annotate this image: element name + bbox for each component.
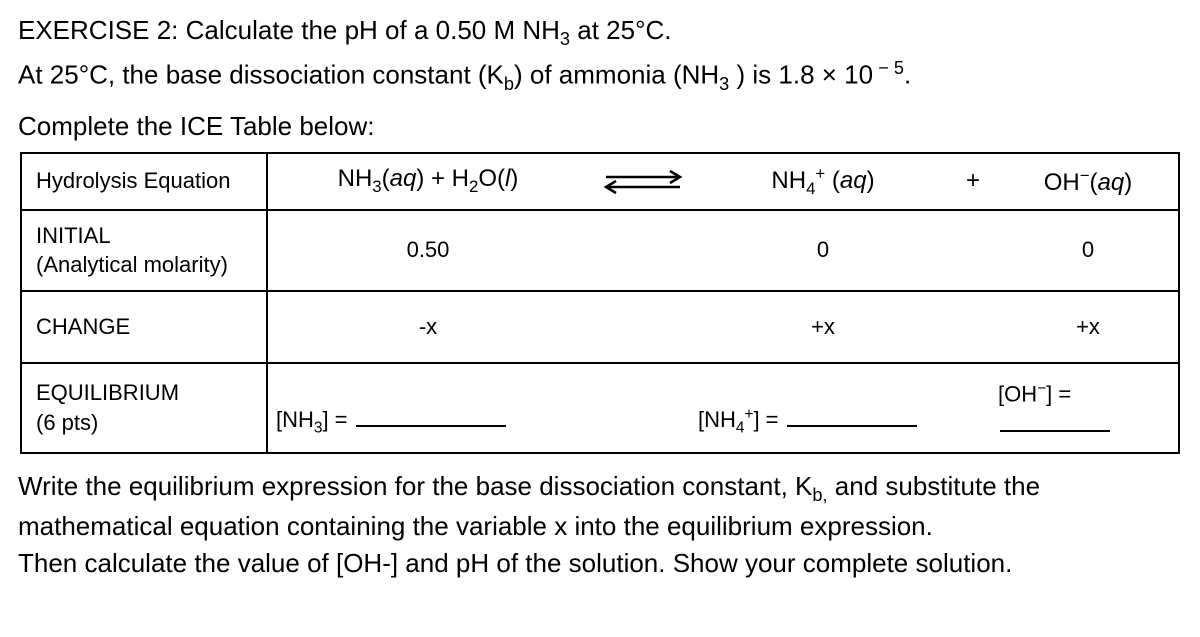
table-row: EQUILIBRIUM (6 pts) [NH3] = [NH4+] = [OH… (21, 363, 1179, 453)
oh-bracket: [OH (998, 381, 1037, 406)
nh4-open: ( (825, 167, 840, 194)
kb-e: ) is 1.8 × 10 (729, 59, 873, 89)
row1-label: Hydrolysis Equation (21, 153, 267, 210)
nh4-eq: ] = (753, 407, 778, 432)
instr-1b: and substitute the (828, 471, 1040, 501)
o-open: O( (478, 165, 505, 192)
nh4-sup: + (815, 164, 825, 183)
row3-oh: +x (998, 314, 1178, 340)
nh3-bracket: [NH (276, 407, 314, 432)
row4-oh: [OH−] = (998, 380, 1178, 438)
nh3-text: NH (338, 165, 373, 192)
row2-label: INITIAL (Analytical molarity) (21, 210, 267, 291)
row2-reactant: 0.50 (268, 237, 588, 263)
row4-values: [NH3] = [NH4+] = [OH−] = (267, 363, 1179, 453)
kb-c: ) of ammonia (NH (514, 59, 719, 89)
ice-table: Hydrolysis Equation NH3(aq) + H2O(l) NH4… (20, 152, 1180, 454)
row4-label: EQUILIBRIUM (6 pts) (21, 363, 267, 453)
blank-nh3[interactable] (356, 403, 506, 427)
row1-equation-cell: NH3(aq) + H2O(l) NH4+ (aq) + OH−(aq) (267, 153, 1179, 210)
kb-f: . (904, 59, 911, 89)
plus-h: + H (424, 165, 469, 192)
row3-reactant: -x (268, 314, 588, 340)
instr-1a: Write the equilibrium expression for the… (18, 471, 812, 501)
row3-nh4: +x (698, 314, 948, 340)
row3-values: -x +x +x (267, 291, 1179, 363)
equilibrium-label: EQUILIBRIUM (36, 378, 252, 408)
row4-nh4: [NH4+] = (698, 403, 948, 438)
instr-line-2: mathematical equation containing the var… (18, 508, 1182, 544)
aq-1: aq (390, 165, 417, 192)
nh4-close: ) (867, 167, 875, 194)
nh4-product: NH4+ (aq) (698, 164, 948, 199)
initial-label: INITIAL (36, 221, 252, 251)
aq-3: aq (1098, 169, 1125, 196)
ice-intro: Complete the ICE Table below: (18, 111, 1182, 142)
row2-values: 0.50 0 0 (267, 210, 1179, 291)
instr-line-3: Then calculate the value of [OH-] and pH… (18, 545, 1182, 581)
instr-kb-sub: b, (812, 485, 827, 505)
row2-nh4: 0 (698, 237, 948, 263)
title-text-b: at 25°C. (570, 15, 671, 45)
blank-oh[interactable] (1000, 407, 1110, 431)
row2-oh: 0 (998, 237, 1178, 263)
blank-nh4[interactable] (787, 403, 917, 427)
oh-eq: ] = (1046, 381, 1071, 406)
oh-text: OH (1044, 169, 1080, 196)
nh3-sub: 3 (372, 177, 381, 196)
kb-a: At 25°C, the base dissociation constant … (18, 59, 504, 89)
row4-reactant: [NH3] = (268, 403, 588, 438)
table-row: INITIAL (Analytical molarity) 0.50 0 0 (21, 210, 1179, 291)
oh-open: ( (1090, 169, 1098, 196)
nh4-bracket: [NH (698, 407, 736, 432)
table-row: Hydrolysis Equation NH3(aq) + H2O(l) NH4… (21, 153, 1179, 210)
points-label: (6 pts) (36, 408, 252, 438)
title-text-a: EXERCISE 2: Calculate the pH of a 0.50 M… (18, 15, 560, 45)
analytical-label: (Analytical molarity) (36, 250, 252, 280)
row3-label: CHANGE (21, 291, 267, 363)
table-row: CHANGE -x +x +x (21, 291, 1179, 363)
o-close: ) (510, 165, 518, 192)
kb-statement: At 25°C, the base dissociation constant … (18, 55, 1182, 97)
kb-sub: b (504, 73, 514, 93)
plus-sign: + (948, 167, 998, 195)
double-arrow-icon (598, 165, 688, 197)
instr-line-1: Write the equilibrium expression for the… (18, 468, 1182, 509)
oh-product: OH−(aq) (998, 166, 1178, 197)
aq-2: aq (840, 167, 867, 194)
equilibrium-arrow (588, 165, 698, 197)
oh-br-sup: − (1037, 380, 1046, 397)
nh4-text: NH (771, 167, 806, 194)
instructions: Write the equilibrium expression for the… (18, 468, 1182, 581)
nh3-eq: ] = (322, 407, 347, 432)
kb-sub2: 3 (719, 73, 729, 93)
reactants: NH3(aq) + H2O(l) (268, 165, 588, 197)
nh4-sub: 4 (806, 179, 815, 198)
title-sub: 3 (560, 29, 570, 49)
kb-exp: − 5 (873, 58, 904, 78)
oh-close: ) (1124, 169, 1132, 196)
exercise-title: EXERCISE 2: Calculate the pH of a 0.50 M… (18, 12, 1182, 53)
oh-sup: − (1080, 166, 1090, 185)
h2o-sub: 2 (469, 177, 478, 196)
